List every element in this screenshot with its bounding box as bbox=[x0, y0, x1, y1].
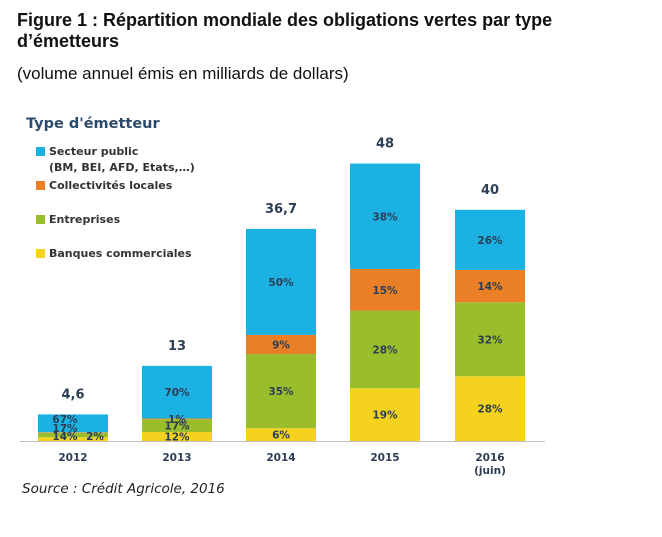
bar-segment bbox=[350, 163, 420, 269]
legend-title: Type d'émetteur bbox=[26, 116, 160, 132]
bar-segment bbox=[350, 268, 420, 311]
legend-label: Secteur public bbox=[49, 145, 138, 158]
data-label: 38% bbox=[372, 211, 398, 223]
data-label: 9% bbox=[272, 339, 290, 351]
bar-total-label: 4,6 bbox=[61, 387, 84, 402]
bar-segment bbox=[142, 419, 212, 432]
bar-segment bbox=[142, 365, 212, 419]
data-label: 15% bbox=[372, 285, 398, 297]
data-label: 32% bbox=[477, 334, 503, 346]
legend-swatch bbox=[36, 249, 45, 258]
data-label: 28% bbox=[477, 404, 503, 416]
legend-swatch bbox=[36, 147, 45, 156]
legend-label: Entreprises bbox=[49, 213, 121, 226]
bar-segment bbox=[246, 228, 316, 335]
bar-total-label: 13 bbox=[168, 339, 186, 354]
bar-segment bbox=[38, 437, 108, 441]
data-label: 67% bbox=[52, 414, 78, 426]
x-tick-label: 2016 bbox=[475, 452, 504, 464]
data-label: 1% bbox=[168, 414, 186, 426]
bar-segment bbox=[246, 354, 316, 429]
legend-swatch bbox=[36, 181, 45, 190]
data-label: 2% bbox=[86, 431, 104, 443]
figure-subtitle: (volume annuel émis en milliards de doll… bbox=[17, 64, 349, 83]
legend-label: Banques commerciales bbox=[49, 247, 192, 260]
bar-segment bbox=[350, 310, 420, 389]
data-label: 26% bbox=[477, 235, 503, 247]
data-label: 17% bbox=[164, 421, 190, 433]
bar-segment bbox=[142, 431, 212, 441]
x-tick-label: 2012 bbox=[58, 452, 87, 464]
data-label: 50% bbox=[268, 277, 294, 289]
bar-total-label: 48 bbox=[376, 137, 394, 152]
data-label: 12% bbox=[164, 431, 190, 443]
bar-segment bbox=[455, 209, 525, 270]
x-tick-label: 2014 bbox=[266, 452, 295, 464]
data-label: 17% bbox=[52, 423, 78, 435]
figure-title: Figure 1 : Répartition mondiale des obli… bbox=[17, 10, 553, 51]
x-tick-label: 2013 bbox=[162, 452, 191, 464]
bar-segment bbox=[455, 302, 525, 377]
data-label: 6% bbox=[272, 430, 290, 442]
legend-label: (BM, BEI, AFD, Etats,…) bbox=[49, 161, 195, 174]
bar-segment bbox=[142, 418, 212, 420]
legend-label: Collectivités locales bbox=[49, 179, 173, 192]
source-note: Source : Crédit Agricole, 2016 bbox=[22, 481, 225, 497]
bar-segment bbox=[38, 432, 108, 433]
data-label: 70% bbox=[164, 387, 190, 399]
data-label: 35% bbox=[268, 386, 294, 398]
bar-segment bbox=[455, 376, 525, 441]
legend-swatch bbox=[36, 215, 45, 224]
bar-segment bbox=[246, 428, 316, 441]
x-tick-label: 2015 bbox=[370, 452, 399, 464]
x-tick-label: (juin) bbox=[474, 465, 506, 477]
bar-total-label: 40 bbox=[481, 183, 499, 198]
data-label: 19% bbox=[372, 410, 398, 422]
bar-segment bbox=[350, 388, 420, 441]
data-label: 14% bbox=[477, 281, 503, 293]
data-label: 28% bbox=[372, 344, 398, 356]
bar-segment bbox=[38, 432, 108, 438]
bar-total-label: 36,7 bbox=[265, 202, 297, 217]
data-label: 14% bbox=[52, 431, 78, 443]
bar-segment bbox=[246, 334, 316, 355]
bar-segment bbox=[455, 269, 525, 303]
bar-segment bbox=[38, 414, 108, 433]
